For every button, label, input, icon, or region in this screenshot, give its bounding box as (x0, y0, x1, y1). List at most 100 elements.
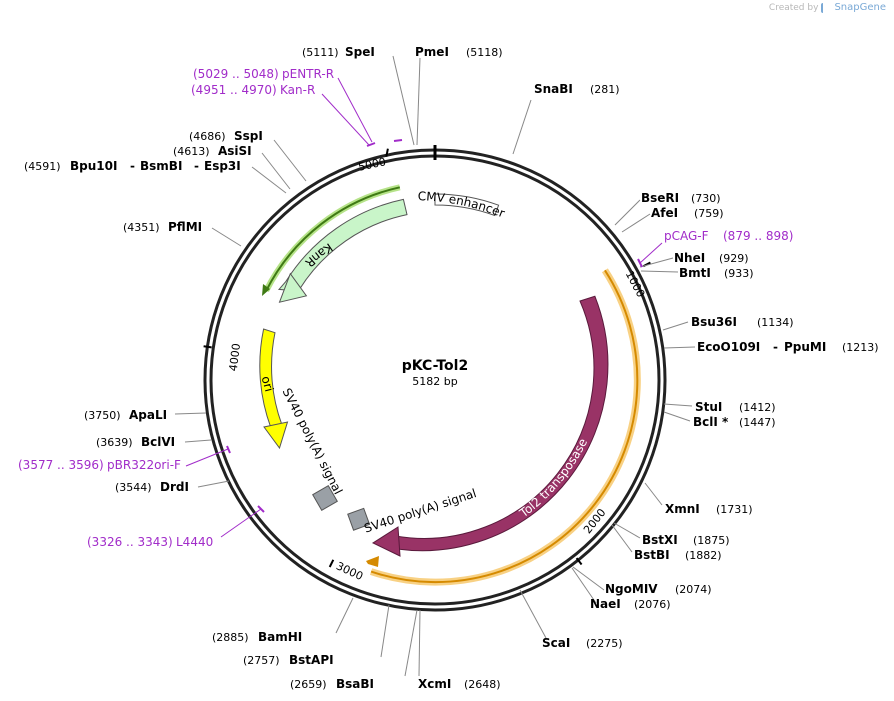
feature-tol2-transposase[interactable] (371, 295, 610, 557)
enzyme-pos-bsu36i: (1134) (757, 316, 794, 329)
credit-prefix: Created by (768, 2, 819, 13)
credit-brand: SnapGene (834, 2, 886, 13)
tick-mark-4000 (203, 345, 212, 349)
plasmid-length: 5182 bp (412, 375, 457, 388)
enzyme-name-bstxi[interactable]: BstXI (642, 533, 678, 547)
enzyme-name-asisi[interactable]: AsiSI (218, 144, 252, 158)
leader-pentr-r (337, 77, 373, 143)
primer-mark-l4440 (257, 505, 265, 513)
enzyme-pos-pmei: (5118) (466, 46, 503, 59)
kanr-orf-arrowhead (262, 284, 270, 296)
enzyme-name-afei[interactable]: AfeI (651, 206, 678, 220)
enzyme-name-esp3i[interactable]: Esp3I (204, 159, 241, 173)
primer-name-pbr322ori-f[interactable]: pBR322ori-F (107, 458, 181, 472)
leader-asisi (261, 152, 291, 190)
primer-name-pentr-r[interactable]: pENTR-R (282, 67, 334, 81)
enzyme-name-nhei[interactable]: NheI (674, 251, 705, 265)
leader-afei (621, 213, 651, 233)
tick-mark-3000 (328, 559, 335, 568)
enzyme-pos-ngomiv: (2074) (675, 583, 712, 596)
leader-bpu10i (251, 166, 287, 194)
enzyme-name-stui[interactable]: StuI (695, 400, 722, 414)
leader-nhei (639, 257, 674, 268)
enzyme-dash-ecoo109i: - (773, 340, 778, 354)
enzyme-pos-xcmi: (2648) (464, 678, 501, 691)
enzyme-dash-esp3i: - (194, 159, 199, 173)
enzyme-pos-spei: (5111) (302, 46, 339, 59)
enzyme-name-sspi[interactable]: SspI (234, 129, 263, 143)
enzyme-pos-nhei: (929) (719, 252, 749, 265)
enzyme-pos-bstapi: (2757) (243, 654, 280, 667)
enzyme-pos-ecoo109i: (1213) (842, 341, 879, 354)
feature-ori[interactable] (259, 328, 289, 450)
enzyme-name-xcmi[interactable]: XcmI (418, 677, 451, 691)
primer-name-kan-r[interactable]: Kan-R (280, 83, 315, 97)
enzyme-name-ecoo109i[interactable]: EcoO109I (697, 340, 760, 354)
enzyme-name-pflmi[interactable]: PflMI (168, 220, 202, 234)
enzyme-name-scai[interactable]: ScaI (542, 636, 570, 650)
leader-bstxi (613, 522, 641, 539)
feature-kanr[interactable] (277, 198, 408, 303)
leader-ngomiv (572, 566, 605, 591)
enzyme-name-ngomiv[interactable]: NgoMIV (605, 582, 658, 596)
feature-cmv-enhancer[interactable] (434, 193, 500, 217)
leader-pbr322ori-f (185, 448, 229, 467)
leader-drdi (197, 480, 230, 488)
feature-sv40-polya-1[interactable] (312, 485, 338, 511)
enzyme-name-bsmbi[interactable]: BsmBI (140, 159, 182, 173)
enzyme-name-bclvi[interactable]: BclVI (141, 435, 175, 449)
enzyme-name-bcli[interactable]: BclI * (693, 415, 729, 429)
enzyme-labels: (5111) SpeI PmeI (5118) SnaBI (281) BseR… (24, 45, 879, 691)
enzyme-pos-apali: (3750) (84, 409, 121, 422)
feature-label-ori: ori (259, 375, 277, 394)
enzyme-name-bseri[interactable]: BseRI (641, 191, 679, 205)
leader-sspi (273, 139, 307, 182)
enzyme-name-bpu10i[interactable]: Bpu10I (70, 159, 117, 173)
leader-bclvi (184, 439, 212, 443)
enzyme-name-xmni[interactable]: XmnI (665, 502, 700, 516)
enzyme-name-bmti[interactable]: BmtI (679, 266, 711, 280)
enzyme-pos-bseri: (730) (691, 192, 721, 205)
primer-labels: (5029 .. 5048) pENTR-R (4951 .. 4970) Ka… (18, 67, 793, 549)
leader-scai (519, 589, 547, 639)
enzyme-pos-snabi: (281) (590, 83, 620, 96)
primer-range-pentr-r: (5029 .. 5048) (193, 67, 279, 81)
enzyme-pos-pflmi: (4351) (123, 221, 160, 234)
enzyme-pos-scai: (2275) (586, 637, 623, 650)
enzyme-name-ppumi[interactable]: PpuMI (784, 340, 826, 354)
enzyme-pos-asisi: (4613) (173, 145, 210, 158)
enzyme-pos-bpu10i: (4591) (24, 160, 61, 173)
tick-mark-2000 (575, 557, 583, 566)
enzyme-pos-bclvi: (3639) (96, 436, 133, 449)
feature-sv40-polya-2[interactable] (347, 507, 371, 531)
snapgene-credit: Created by SnapGene (769, 2, 886, 13)
enzyme-name-apali[interactable]: ApaLI (129, 408, 167, 422)
enzyme-name-naei[interactable]: NaeI (590, 597, 621, 611)
enzyme-pos-stui: (1412) (739, 401, 776, 414)
primer-name-pcag-f[interactable]: pCAG-F (664, 229, 709, 243)
enzyme-name-bstapi[interactable]: BstAPI (289, 653, 334, 667)
enzyme-name-spei[interactable]: SpeI (345, 45, 375, 59)
enzyme-name-bsu36i[interactable]: Bsu36I (691, 315, 737, 329)
leader-bseri (614, 199, 641, 226)
enzyme-pos-bsabi: (2659) (290, 678, 327, 691)
enzyme-name-bsabi[interactable]: BsaBI (336, 677, 374, 691)
leader-xmni (644, 482, 663, 506)
enzyme-leaders (174, 55, 696, 677)
enzyme-name-drdi[interactable]: DrdI (160, 480, 189, 494)
enzyme-pos-sspi: (4686) (189, 130, 226, 143)
enzyme-name-pmei[interactable]: PmeI (415, 45, 449, 59)
enzyme-name-bamhi[interactable]: BamHI (258, 630, 302, 644)
primer-mark-kan-r (366, 142, 376, 147)
tick-label-4000: 4000 (227, 343, 243, 372)
tol2-orf-arrow (366, 268, 641, 586)
primer-mark-pentr-r (393, 139, 403, 142)
primer-mark-pcag-f (637, 258, 643, 268)
primer-name-l4440[interactable]: L4440 (176, 535, 213, 549)
leader-kan-r (321, 93, 370, 146)
enzyme-name-bstbi[interactable]: BstBI (634, 548, 670, 562)
enzyme-name-snabi[interactable]: SnaBI (534, 82, 573, 96)
tick-mark-5000 (385, 148, 389, 157)
enzyme-dash-bsmbi: - (130, 159, 135, 173)
leader-snabi (512, 99, 532, 155)
